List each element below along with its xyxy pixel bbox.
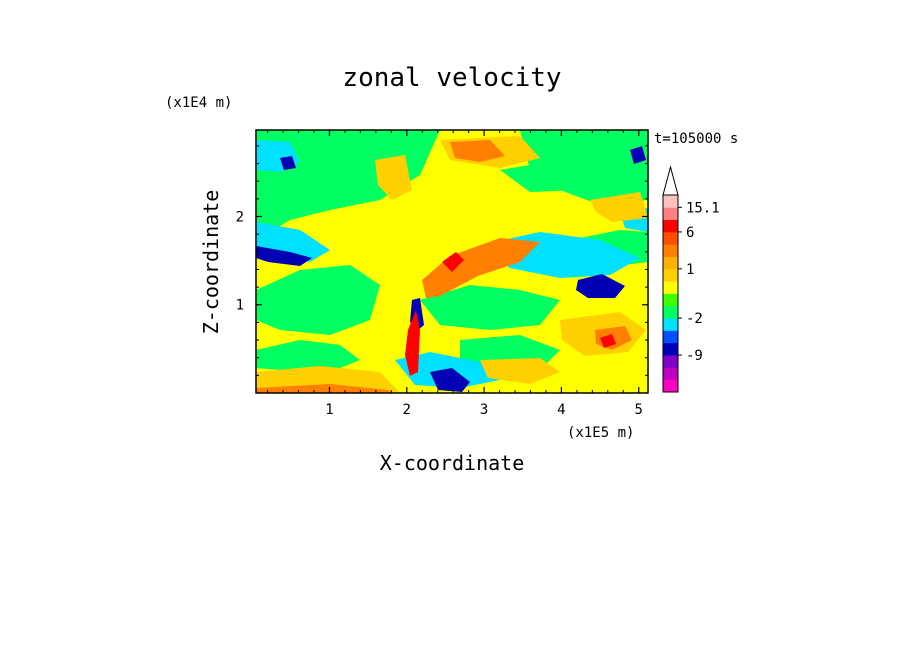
colorbar-tick-label: -2 [686,311,703,327]
colorbar-tick-label: -9 [686,348,703,364]
plot-frame [255,129,649,394]
x-tick-label: 2 [403,402,411,418]
colorbar-level [663,219,678,233]
colorbar-level [663,355,678,368]
colorbar-tick-label: 6 [686,225,694,241]
field-patch-weak-positive [375,155,412,200]
field-patch-strong-negative [630,146,646,164]
colorbar-level [663,293,678,307]
x-axis: 1 2 3 4 5 [267,130,643,418]
x-axis-label: X-coordinate [380,451,525,475]
field-patch-strong-negative [280,156,296,170]
y-axis-label: Z-coordinate [199,190,223,335]
field-patch-positive [256,384,392,393]
x-tick-label: 1 [325,402,333,418]
field-patch-weak-negative [420,285,560,330]
field-patch-strong-positive [442,252,464,272]
colorbar-frame [662,194,679,393]
colorbar-level [663,256,678,270]
colorbar-level [663,244,678,257]
colorbar-level [663,379,678,393]
colorbar-extend-arrow [662,165,679,196]
time-label: t=105000 s [654,131,738,147]
field-patch-weak-positive [590,192,648,222]
heatmap-field [256,130,648,393]
field-patch-strong-negative [430,368,470,392]
field-patch-weak-negative [256,340,360,372]
colorbar-tick-label: 15.1 [686,200,720,216]
field-patch-strong-negative [256,246,312,266]
field-patch-weak-negative [500,160,600,192]
field-patch-weak-negative [256,265,380,335]
field-patch-positive [422,238,540,298]
field-patch-weak-positive [480,358,560,384]
colorbar: 15.1 6 1 -2 -9 [662,165,720,393]
colorbar-level [663,318,678,331]
colorbar-level [663,342,678,356]
colorbar-level [663,330,678,344]
field-patch-strong-positive [405,310,420,376]
colorbar-level [663,281,678,294]
y-axis: 12 [236,145,648,376]
colorbar-level [663,367,678,381]
colorbar-tick-label: 1 [686,262,694,278]
field-patch-positive [450,140,505,162]
field-patches [256,130,648,393]
x-unit-label: (x1E5 m) [567,425,634,441]
colorbar-level [663,268,678,282]
colorbar-level [663,305,678,319]
y-unit-label: (x1E4 m) [165,95,232,111]
x-tick-label: 5 [635,402,643,418]
x-tick-label: 3 [480,402,488,418]
colorbar-level [663,207,678,221]
colorbar-level [663,231,678,245]
colorbar-level [663,195,678,208]
field-patch-strong-negative [576,274,625,298]
field-patch-strong-positive [600,334,616,348]
y-tick-label: 1 [236,298,244,314]
x-tick-label: 4 [557,402,565,418]
y-tick-label: 2 [236,209,244,225]
chart-title: zonal velocity [342,63,561,93]
